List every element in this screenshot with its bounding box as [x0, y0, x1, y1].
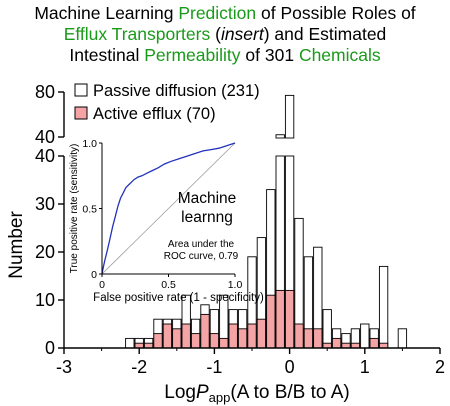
chart-legend: Passive diffusion (231) Active efflux (70…: [74, 82, 260, 123]
inset-annotation-title-1: learnng: [181, 209, 233, 226]
title-l3-part-2: of 301: [240, 45, 299, 65]
bar-active-8: [200, 313, 210, 349]
y-tick-label-lower-4: 40: [35, 146, 55, 166]
bar-active-21: [322, 342, 332, 349]
title-l2-part-1: (: [210, 24, 221, 44]
y-tick-label-lower-3: 30: [35, 194, 55, 214]
y-tick-label-lower-2: 20: [35, 242, 55, 262]
title-l3-part-1: Permeability: [144, 45, 241, 65]
inset-x-tick-label-2: 1.0: [228, 279, 243, 291]
bar-active-6: [181, 323, 191, 349]
histogram-bars: [125, 94, 408, 349]
bar-active-22: [331, 337, 342, 349]
bar-active-15: [266, 294, 276, 349]
title-line-1: Machine Learning Prediction of Possible …: [0, 3, 450, 24]
bar-active-4: [162, 323, 173, 349]
roc-curve: [101, 142, 236, 275]
legend-swatch-active: [74, 106, 88, 120]
bar-active-26: [369, 337, 379, 349]
x-axis-label-main: Log: [164, 382, 196, 403]
x-axis-label-italic: P: [196, 382, 209, 403]
bar-total-upper-17: [284, 94, 295, 139]
x-tick-label-3: 0: [285, 357, 295, 377]
bar-total-upper-16: [275, 134, 285, 139]
bar-active-3: [153, 333, 163, 349]
inset-y-tick-label-0: 0: [91, 269, 97, 281]
title-line-3: Intestinal Permeability of 301 Chemicals: [0, 45, 450, 66]
x-tick-label-4: 1: [360, 357, 370, 377]
y-tick-label-upper-0: 40: [35, 127, 55, 147]
inset-annotation-auc-0: Area under the: [168, 239, 235, 250]
x-tick-label-1: -2: [131, 357, 147, 377]
bar-active-13: [247, 323, 257, 349]
bar-active-1: [134, 342, 144, 349]
y-axis-label: Number: [6, 211, 27, 279]
inset-annotation-auc-1: ROC curve, 0.79: [164, 251, 239, 262]
bar-active-9: [209, 333, 220, 349]
bar-active-14: [256, 318, 267, 349]
bar-total-27: [378, 265, 389, 349]
x-axis-label-rest: (A to B/B to A): [230, 382, 349, 403]
bar-active-16: [275, 289, 285, 349]
inset-y-axis-label: True positive rate (sensitivity): [69, 144, 80, 274]
title-line-2: Efflux Transporters (insert) and Estimat…: [0, 24, 450, 45]
inset-x-tick-label-0: 0: [99, 279, 105, 291]
bar-total-0: [125, 337, 135, 349]
bar-active-19: [303, 328, 314, 349]
title-l2-part-3: ) and Estimated: [263, 24, 387, 44]
inset-y-tick-label-1: 0.5: [82, 204, 97, 216]
bar-active-23: [341, 342, 351, 349]
y-tick-label-upper-1: 80: [35, 82, 55, 102]
bar-total-25: [360, 323, 370, 349]
title-l1-part-2: of Possible Roles of: [256, 3, 416, 23]
bar-active-24: [350, 342, 361, 349]
inset-x-tick-label-1: 0.5: [161, 279, 176, 291]
legend-label-active: Active efflux (70): [93, 105, 216, 123]
inset-y-tick-label-2: 1.0: [82, 138, 97, 150]
title-l3-part-0: Intestinal: [69, 45, 145, 65]
x-tick-label-2: -1: [206, 357, 222, 377]
title-l1-part-1: Prediction: [178, 3, 257, 23]
legend-label-passive: Passive diffusion (231): [93, 82, 260, 100]
x-axis-label-sub: app: [209, 390, 231, 405]
x-tick-label-0: -3: [56, 357, 72, 377]
title-l2-part-2: insert: [220, 24, 264, 44]
bar-active-11: [228, 323, 238, 349]
y-tick-label-lower-0: 0: [45, 338, 55, 358]
bar-total-28: [397, 328, 408, 349]
x-axis-label: LogPapp(A to B/B to A): [164, 382, 349, 405]
inset-annotation-title-0: Machine: [178, 190, 237, 207]
legend-swatch-passive: [74, 83, 88, 97]
bar-total-21: [322, 309, 332, 349]
title-l2-part-0: Efflux Transporters: [63, 24, 211, 44]
bar-active-12: [237, 328, 248, 349]
bar-active-10: [219, 337, 229, 349]
title-l3-part-3: Chemicals: [298, 45, 381, 65]
bar-active-7: [190, 333, 201, 349]
inset-diagonal: [101, 142, 236, 275]
inset-x-axis-label: False positive rate (1 - specificity): [93, 292, 264, 304]
bar-active-18: [294, 323, 304, 349]
bar-active-2: [143, 342, 154, 349]
x-tick-label-5: 2: [435, 357, 445, 377]
bar-active-17: [284, 289, 295, 349]
y-tick-label-lower-1: 10: [35, 290, 55, 310]
bar-active-27: [378, 342, 389, 349]
title-l1-part-0: Machine Learning: [34, 3, 179, 23]
bar-active-5: [172, 328, 182, 349]
chart-title: Machine Learning Prediction of Possible …: [0, 3, 450, 66]
bar-active-20: [313, 328, 323, 349]
